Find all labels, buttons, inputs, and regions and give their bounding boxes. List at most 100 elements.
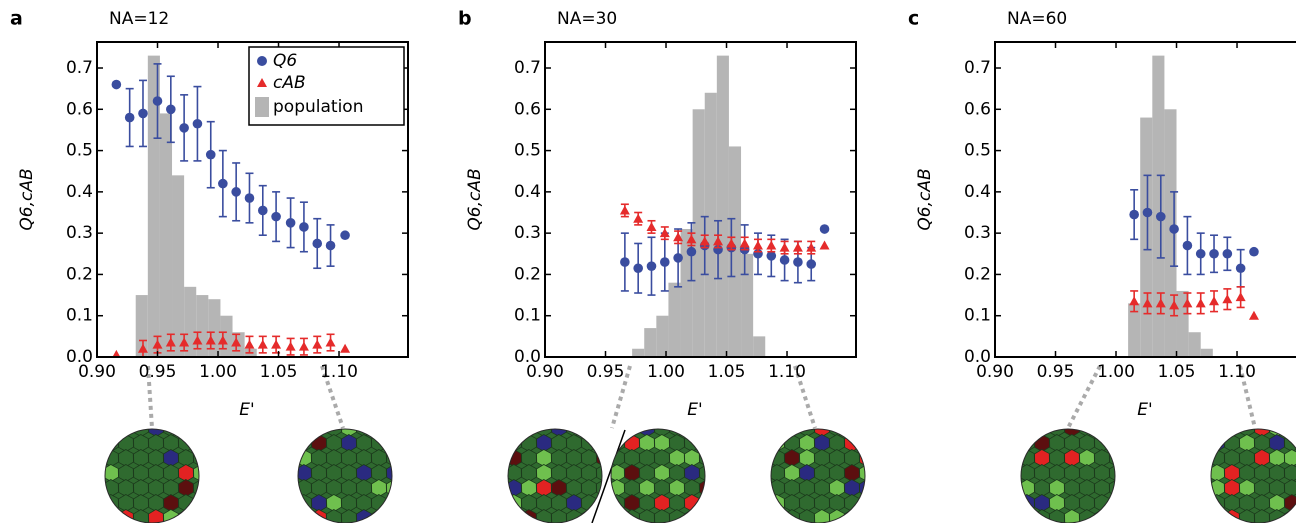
histogram-bar: [704, 92, 717, 357]
marker: [271, 339, 282, 349]
marker: [1142, 207, 1153, 218]
chart-title: NA=60: [1007, 9, 1067, 29]
marker: [686, 234, 697, 244]
marker: [1182, 298, 1193, 308]
histogram-bar: [680, 229, 693, 357]
x-tick-label: 1.00: [199, 362, 237, 382]
sphere-patch: [193, 494, 199, 512]
histogram-bar: [644, 328, 657, 357]
panel-label: c: [908, 8, 919, 30]
sphere-patch: [859, 429, 865, 437]
marker: [124, 112, 135, 123]
sphere-patch: [1109, 429, 1115, 437]
sphere: [771, 429, 865, 523]
sphere-patch: [596, 464, 602, 482]
marker: [793, 257, 803, 267]
histogram-bar: [1188, 332, 1201, 357]
sphere-patch: [508, 509, 522, 523]
sphere-patch: [596, 429, 602, 437]
x-axis-label: E': [1137, 400, 1152, 420]
sphere: [508, 429, 602, 523]
marker: [1248, 310, 1259, 320]
marker: [192, 335, 203, 345]
connector: [610, 365, 632, 429]
marker: [1222, 248, 1233, 259]
legend-frame: [248, 46, 405, 126]
panel-label: b: [458, 8, 472, 30]
marker: [205, 149, 216, 160]
sphere-patch: [386, 494, 392, 512]
marker: [659, 228, 670, 238]
marker: [152, 96, 163, 106]
sphere-patch: [1109, 434, 1115, 452]
sphere-patch: [193, 509, 199, 523]
sphere-patch: [193, 434, 199, 452]
sphere-patch: [298, 429, 312, 437]
marker: [1182, 240, 1193, 251]
y-tick-label: 0.4: [514, 182, 541, 202]
sphere-outline: [770, 428, 866, 523]
x-tick-label: 0.95: [587, 362, 625, 382]
sphere-outline: [1210, 428, 1296, 523]
marker: [325, 337, 336, 347]
marker: [205, 335, 216, 345]
sphere-patch: [298, 509, 312, 523]
y-tick-label: 0.3: [66, 223, 93, 243]
marker: [217, 335, 228, 345]
sphere-patch: [1284, 429, 1296, 437]
sphere-patch: [1021, 429, 1035, 437]
sphere-patch: [386, 429, 392, 437]
sphere-patch: [105, 494, 119, 512]
marker: [1209, 296, 1220, 306]
sphere-outline: [507, 428, 603, 523]
marker: [192, 118, 203, 129]
marker: [1155, 298, 1166, 308]
sphere-patch: [1109, 509, 1115, 523]
marker: [646, 221, 657, 231]
marker: [152, 339, 163, 349]
sphere-patch: [859, 464, 865, 482]
sphere-patch: [1079, 429, 1095, 437]
sphere-patch: [699, 434, 705, 452]
marker: [819, 224, 830, 234]
marker: [244, 193, 255, 203]
connector: [320, 365, 345, 429]
sphere-patch: [105, 429, 119, 437]
histogram-bar: [716, 55, 729, 357]
marker: [752, 240, 763, 250]
histogram-bar: [741, 253, 754, 357]
x-axis-label: E': [239, 400, 254, 420]
sphere: [298, 429, 392, 523]
sphere-patch: [163, 429, 179, 437]
connector: [146, 365, 154, 429]
sphere-patch: [386, 509, 392, 523]
y-tick-label: 0.4: [964, 182, 991, 202]
x-tick-label: 0.95: [1037, 362, 1075, 382]
marker: [271, 211, 281, 222]
marker: [298, 341, 309, 351]
axes-frame: [544, 41, 857, 358]
marker: [686, 246, 697, 257]
histogram-bar: [1200, 348, 1213, 357]
marker: [792, 242, 803, 252]
legend-label: Q6: [273, 51, 297, 71]
y-axis-label: Q6,cAB: [17, 168, 37, 230]
chart-title: NA=12: [109, 9, 169, 29]
sphere-patch: [508, 494, 522, 512]
sphere-patch: [105, 509, 119, 523]
marker: [312, 238, 323, 249]
x-tick-label: 1.05: [708, 362, 746, 382]
histogram-bar: [184, 286, 197, 357]
marker: [1209, 248, 1219, 259]
marker: [111, 79, 122, 90]
histogram-bar: [728, 146, 742, 357]
y-tick-label: 0.6: [964, 99, 991, 119]
y-tick-label: 0.0: [66, 347, 93, 367]
marker: [285, 341, 296, 351]
marker: [112, 349, 121, 357]
marker: [1235, 263, 1246, 274]
histogram-bar: [1140, 117, 1153, 357]
legend-swatch: [255, 97, 269, 117]
sphere-patch: [1211, 509, 1225, 523]
marker: [231, 337, 242, 347]
